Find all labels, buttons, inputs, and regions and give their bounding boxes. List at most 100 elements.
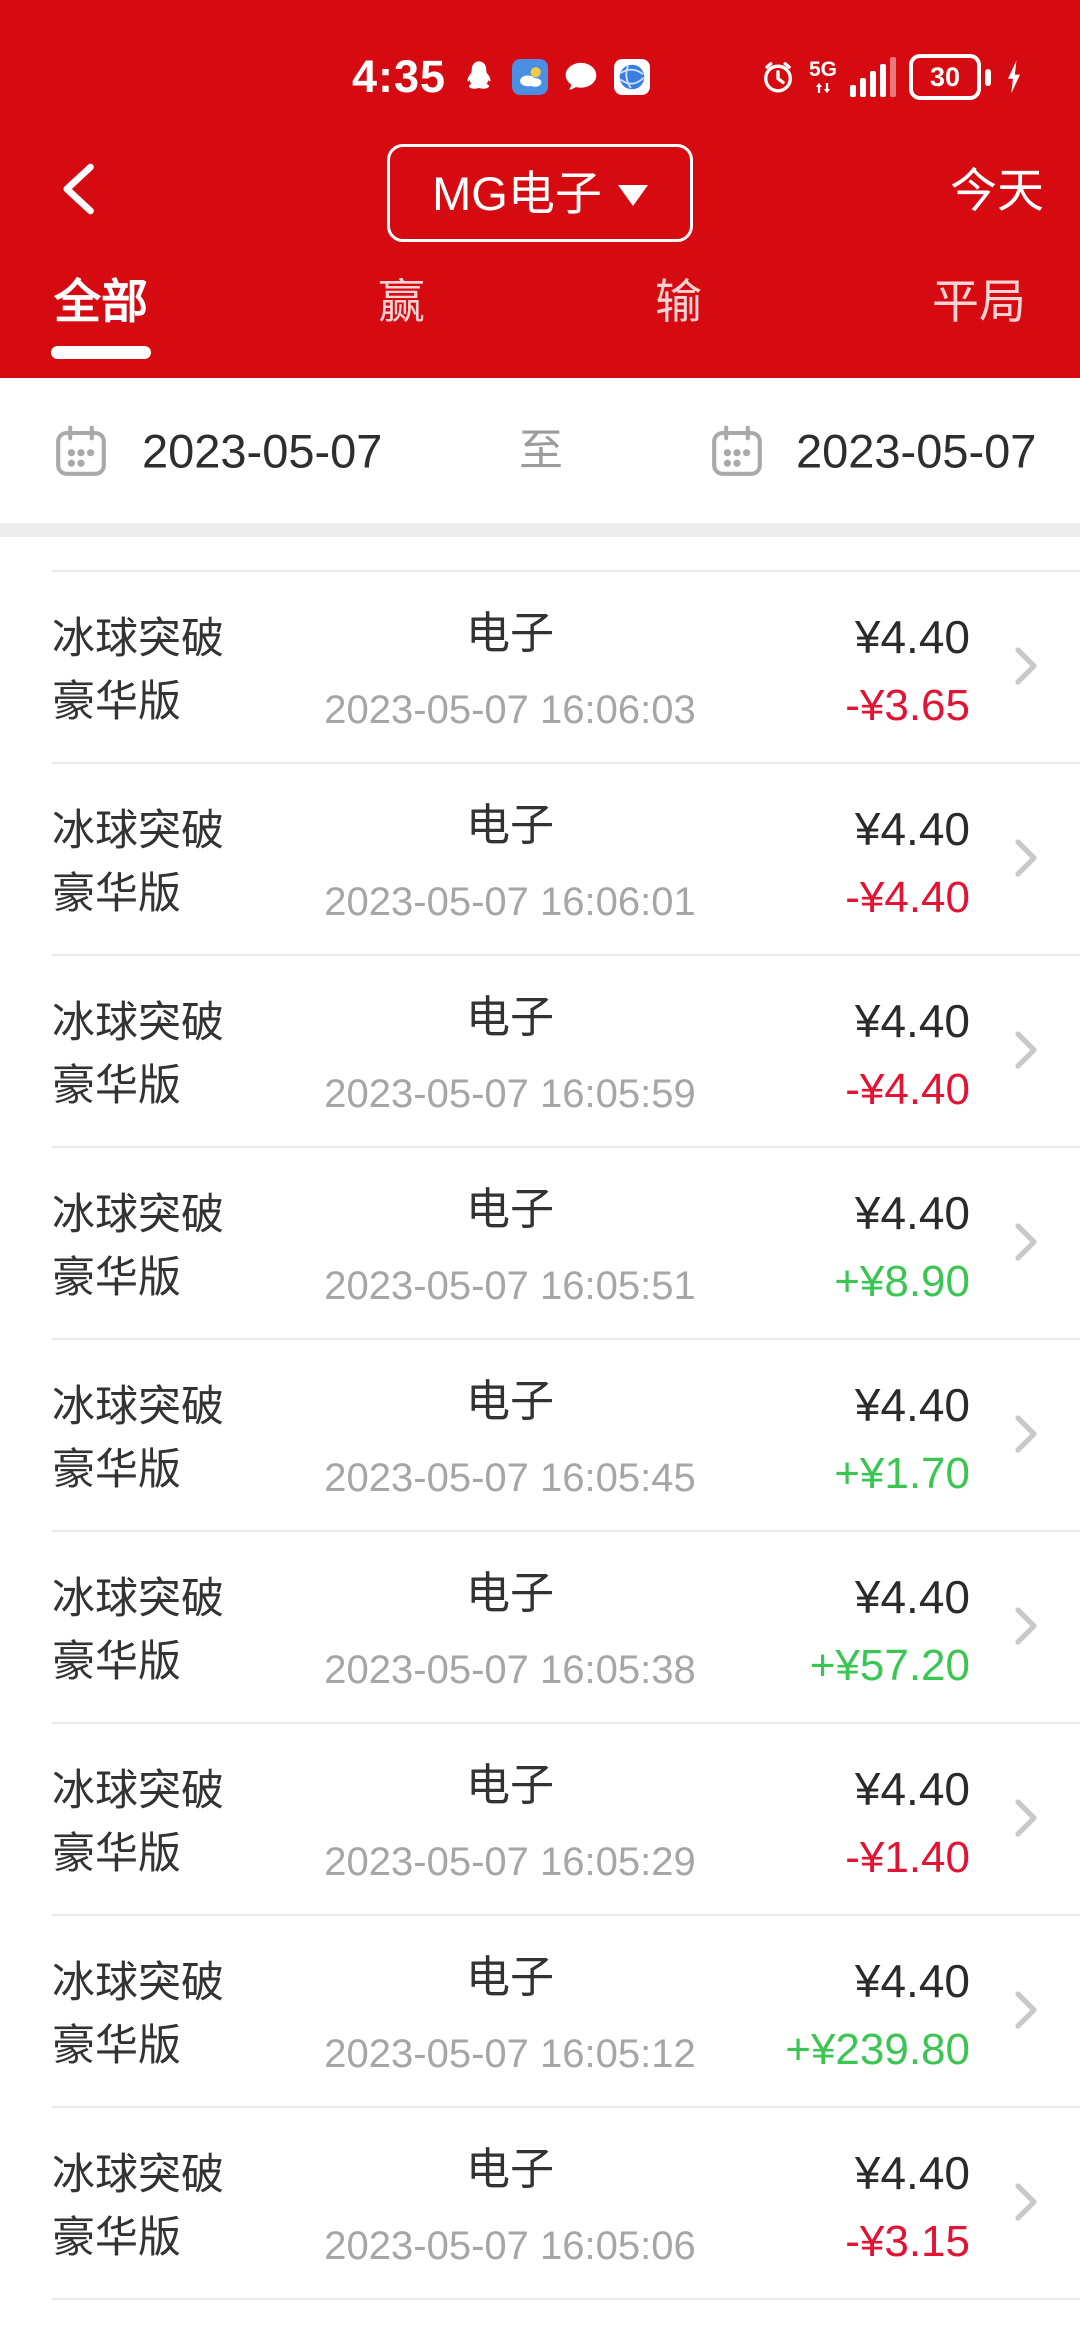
chevron-right-icon bbox=[1015, 1031, 1037, 1069]
game-name-line2: 豪华版 bbox=[52, 1830, 181, 1878]
bet-amount: ¥4.40 bbox=[854, 803, 970, 855]
date-range-separator: 至 bbox=[519, 425, 563, 475]
tab-win[interactable]: 赢 bbox=[378, 274, 425, 328]
record-row[interactable]: 冰球突破 豪华版 电子 2023-05-07 16:06:03 ¥4.40 -¥… bbox=[0, 570, 1080, 762]
filter-tabs: 全部 赢 输 平局 bbox=[0, 246, 1080, 378]
category-label: 电子 bbox=[466, 1185, 554, 1234]
game-name: 冰球突破 豪华版 bbox=[52, 1568, 224, 1694]
category-label: 电子 bbox=[466, 609, 554, 658]
game-name-line2: 豪华版 bbox=[52, 1254, 181, 1302]
bet-amount: ¥4.40 bbox=[854, 1187, 970, 1239]
game-name: 冰球突破 豪华版 bbox=[52, 1760, 224, 1886]
record-row[interactable]: 冰球突破 豪华版 电子 2023-05-07 16:05:45 ¥4.40 +¥… bbox=[0, 1338, 1080, 1530]
bet-timestamp: 2023-05-07 16:05:38 bbox=[324, 1648, 696, 1692]
status-bar: 4:35 5G bbox=[0, 0, 1080, 118]
record-middle: 电子 2023-05-07 16:05:12 bbox=[315, 1914, 705, 2106]
chevron-right-icon bbox=[1015, 2183, 1037, 2221]
game-name-line2: 豪华版 bbox=[52, 2022, 181, 2070]
tab-draw[interactable]: 平局 bbox=[932, 274, 1026, 328]
game-name-line1: 冰球突破 bbox=[52, 1767, 224, 1815]
bet-amount: ¥4.40 bbox=[854, 1955, 970, 2007]
game-name-line1: 冰球突破 bbox=[52, 2151, 224, 2199]
game-category-dropdown[interactable]: MG电子 bbox=[387, 144, 693, 242]
record-row[interactable]: 冰球突破 豪华版 电子 2023-05-07 16:05:06 ¥4.40 -¥… bbox=[0, 2106, 1080, 2298]
bet-timestamp: 2023-05-07 16:05:29 bbox=[324, 1840, 696, 1884]
dropdown-selected-label: MG电子 bbox=[432, 166, 602, 220]
category-label: 电子 bbox=[466, 1953, 554, 2002]
record-row[interactable]: 冰球突破 豪华版 电子 2023-05-07 16:05:59 ¥4.40 -¥… bbox=[0, 954, 1080, 1146]
chevron-right-icon bbox=[1015, 1415, 1037, 1453]
chevron-right-icon bbox=[1015, 647, 1037, 685]
date-filter-row: 2023-05-07 至 2023-05-07 bbox=[0, 378, 1080, 523]
category-label: 电子 bbox=[466, 801, 554, 850]
end-date-picker[interactable]: 2023-05-07 bbox=[796, 424, 1037, 477]
result-amount: +¥239.80 bbox=[785, 2025, 970, 2074]
game-name-line2: 豪华版 bbox=[52, 678, 181, 726]
status-right-group: 5G 30 bbox=[760, 52, 1024, 102]
weather-icon bbox=[512, 59, 549, 95]
bet-timestamp: 2023-05-07 16:05:45 bbox=[324, 1456, 696, 1500]
section-divider bbox=[0, 523, 1080, 537]
record-middle: 电子 2023-05-07 16:05:51 bbox=[315, 1146, 705, 1338]
bet-amount: ¥4.40 bbox=[854, 1571, 970, 1623]
record-middle: 电子 2023-05-07 16:05:06 bbox=[315, 2106, 705, 2298]
game-name-line1: 冰球突破 bbox=[52, 1191, 224, 1239]
bet-timestamp: 2023-05-07 16:05:51 bbox=[324, 1264, 696, 1308]
bet-timestamp: 2023-05-07 16:05:12 bbox=[324, 2032, 696, 2076]
record-row[interactable]: 冰球突破 豪华版 电子 2023-05-07 16:05:51 ¥4.40 +¥… bbox=[0, 1146, 1080, 1338]
browser-icon bbox=[614, 59, 651, 95]
network-type-label: 5G bbox=[808, 58, 837, 81]
battery-percent: 30 bbox=[929, 61, 961, 92]
signal-icon bbox=[850, 57, 896, 97]
record-middle: 电子 2023-05-07 16:05:45 bbox=[315, 1338, 705, 1530]
category-label: 电子 bbox=[466, 1761, 554, 1810]
result-amount: +¥1.70 bbox=[834, 1449, 970, 1498]
record-row[interactable]: 冰球突破 豪华版 电子 2023-05-07 16:05:12 ¥4.40 +¥… bbox=[0, 1914, 1080, 2106]
game-name-line2: 豪华版 bbox=[52, 1638, 181, 1686]
record-row[interactable]: 冰球突破 豪华版 电子 2023-05-07 16:05:29 ¥4.40 -¥… bbox=[0, 1722, 1080, 1914]
record-middle: 电子 2023-05-07 16:06:03 bbox=[315, 570, 705, 762]
calendar-icon[interactable] bbox=[708, 421, 766, 481]
game-name-line2: 豪华版 bbox=[52, 1446, 181, 1494]
result-amount: -¥4.40 bbox=[845, 1065, 970, 1114]
calendar-icon[interactable] bbox=[52, 421, 110, 481]
game-name: 冰球突破 豪华版 bbox=[52, 1952, 224, 2078]
bet-timestamp: 2023-05-07 16:06:01 bbox=[324, 880, 696, 924]
record-middle: 电子 2023-05-07 16:05:29 bbox=[315, 1722, 705, 1914]
bet-amount: ¥4.40 bbox=[854, 1379, 970, 1431]
game-name-line1: 冰球突破 bbox=[52, 1575, 224, 1623]
nav-bar: MG电子 今天 bbox=[0, 118, 1080, 246]
result-amount: -¥3.15 bbox=[845, 2217, 970, 2266]
game-name-line1: 冰球突破 bbox=[52, 1383, 224, 1431]
game-name: 冰球突破 豪华版 bbox=[52, 2144, 224, 2270]
bet-timestamp: 2023-05-07 16:05:59 bbox=[324, 1072, 696, 1116]
result-amount: +¥8.90 bbox=[834, 1257, 970, 1306]
battery-icon: 30 bbox=[909, 54, 991, 100]
game-name: 冰球突破 豪华版 bbox=[52, 800, 224, 926]
tab-lose[interactable]: 输 bbox=[655, 274, 702, 328]
back-icon[interactable] bbox=[56, 162, 98, 216]
network-indicator: 5G bbox=[809, 59, 837, 95]
chat-icon bbox=[565, 62, 597, 90]
bet-timestamp: 2023-05-07 16:06:03 bbox=[324, 688, 696, 732]
qq-icon bbox=[467, 61, 491, 89]
game-name: 冰球突破 豪华版 bbox=[52, 992, 224, 1118]
chevron-right-icon bbox=[1015, 1223, 1037, 1261]
record-row[interactable]: 冰球突破 豪华版 电子 2023-05-07 16:05:38 ¥4.40 +¥… bbox=[0, 1530, 1080, 1722]
result-amount: -¥3.65 bbox=[845, 681, 970, 730]
status-left-group: 4:35 bbox=[352, 52, 651, 102]
game-name-line2: 豪华版 bbox=[52, 1062, 181, 1110]
today-button[interactable]: 今天 bbox=[950, 164, 1044, 217]
record-row[interactable]: 冰球突破 豪华版 电子 2023-05-07 16:06:01 ¥4.40 -¥… bbox=[0, 762, 1080, 954]
dropdown-icon bbox=[617, 184, 648, 206]
category-label: 电子 bbox=[466, 993, 554, 1042]
bet-record-list: 冰球突破 豪华版 电子 2023-05-07 16:06:03 ¥4.40 -¥… bbox=[0, 537, 1080, 2300]
tab-all[interactable]: 全部 bbox=[54, 256, 148, 359]
start-date-picker[interactable]: 2023-05-07 bbox=[142, 424, 383, 477]
bet-amount: ¥4.40 bbox=[854, 611, 970, 663]
category-label: 电子 bbox=[466, 1377, 554, 1426]
category-label: 电子 bbox=[466, 1569, 554, 1618]
record-middle: 电子 2023-05-07 16:06:01 bbox=[315, 762, 705, 954]
record-middle: 电子 2023-05-07 16:05:59 bbox=[315, 954, 705, 1146]
game-name: 冰球突破 豪华版 bbox=[52, 1376, 224, 1502]
